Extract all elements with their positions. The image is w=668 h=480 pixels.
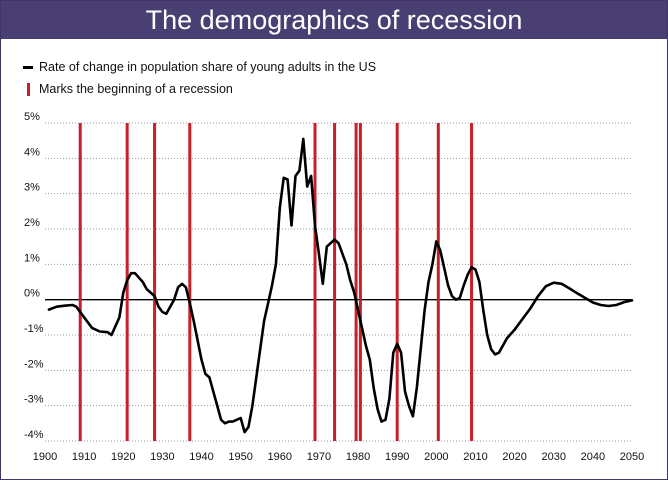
y-tick-label: -1% (24, 323, 44, 335)
chart-title: The demographics of recession (1, 1, 667, 39)
x-tick-label: 1920 (111, 451, 135, 463)
x-tick-label: 1960 (268, 451, 292, 463)
recession-marker (358, 123, 362, 441)
y-tick-label: -2% (24, 358, 44, 370)
y-tick-label: 2% (24, 217, 40, 229)
x-tick-label: 2010 (463, 451, 487, 463)
legend-recession-label: Marks the beginning of a recession (39, 82, 233, 96)
x-tick-label: 1950 (228, 451, 252, 463)
legend-bar-swatch (27, 82, 30, 96)
y-tick-label: 5% (24, 111, 40, 123)
x-tick-label: 1990 (385, 451, 409, 463)
series-line (47, 137, 634, 434)
recession-marker (153, 123, 157, 441)
x-tick-label: 2040 (581, 451, 605, 463)
x-tick-label: 2020 (502, 451, 526, 463)
x-tick-label: 1980 (346, 451, 370, 463)
series-layer (47, 137, 634, 434)
legend-item-recession: Marks the beginning of a recession (23, 78, 376, 100)
x-tick-label: 2000 (424, 451, 448, 463)
y-tick-label: 3% (24, 182, 40, 194)
y-tick-label: 4% (24, 146, 40, 158)
y-tick-label: -4% (24, 429, 44, 441)
x-tick-label: 1900 (33, 451, 57, 463)
recession-marker (354, 123, 358, 441)
legend: Rate of change in population share of yo… (23, 56, 376, 100)
recession-marker (333, 123, 337, 441)
legend-item-series: Rate of change in population share of yo… (23, 56, 376, 78)
legend-line-swatch (23, 65, 33, 69)
recession-marker (188, 123, 192, 441)
recession-marker (78, 123, 82, 441)
x-tick-label: 1940 (189, 451, 213, 463)
x-tick-label: 2030 (541, 451, 565, 463)
x-tick-label: 1910 (72, 451, 96, 463)
x-tick-label: 1970 (307, 451, 331, 463)
y-axis-ticks: 5% 4% 3% 2% 1% 0% -1% -2% -3% -4% (24, 111, 44, 441)
x-tick-label: 1930 (150, 451, 174, 463)
gridlines (45, 122, 632, 442)
recession-marker (470, 123, 474, 441)
recession-marker (436, 123, 440, 441)
legend-series-label: Rate of change in population share of yo… (39, 60, 377, 74)
recession-markers (78, 123, 474, 441)
x-tick-label: 2050 (620, 451, 644, 463)
y-tick-label: -3% (24, 394, 44, 406)
recession-marker (395, 123, 399, 441)
recession-marker (313, 123, 317, 441)
y-tick-label: 1% (24, 252, 40, 264)
x-axis-ticks: 1900 1910 1920 1930 1940 1950 1960 1970 1980 1990… (33, 451, 644, 463)
y-tick-label: 0% (24, 288, 40, 300)
